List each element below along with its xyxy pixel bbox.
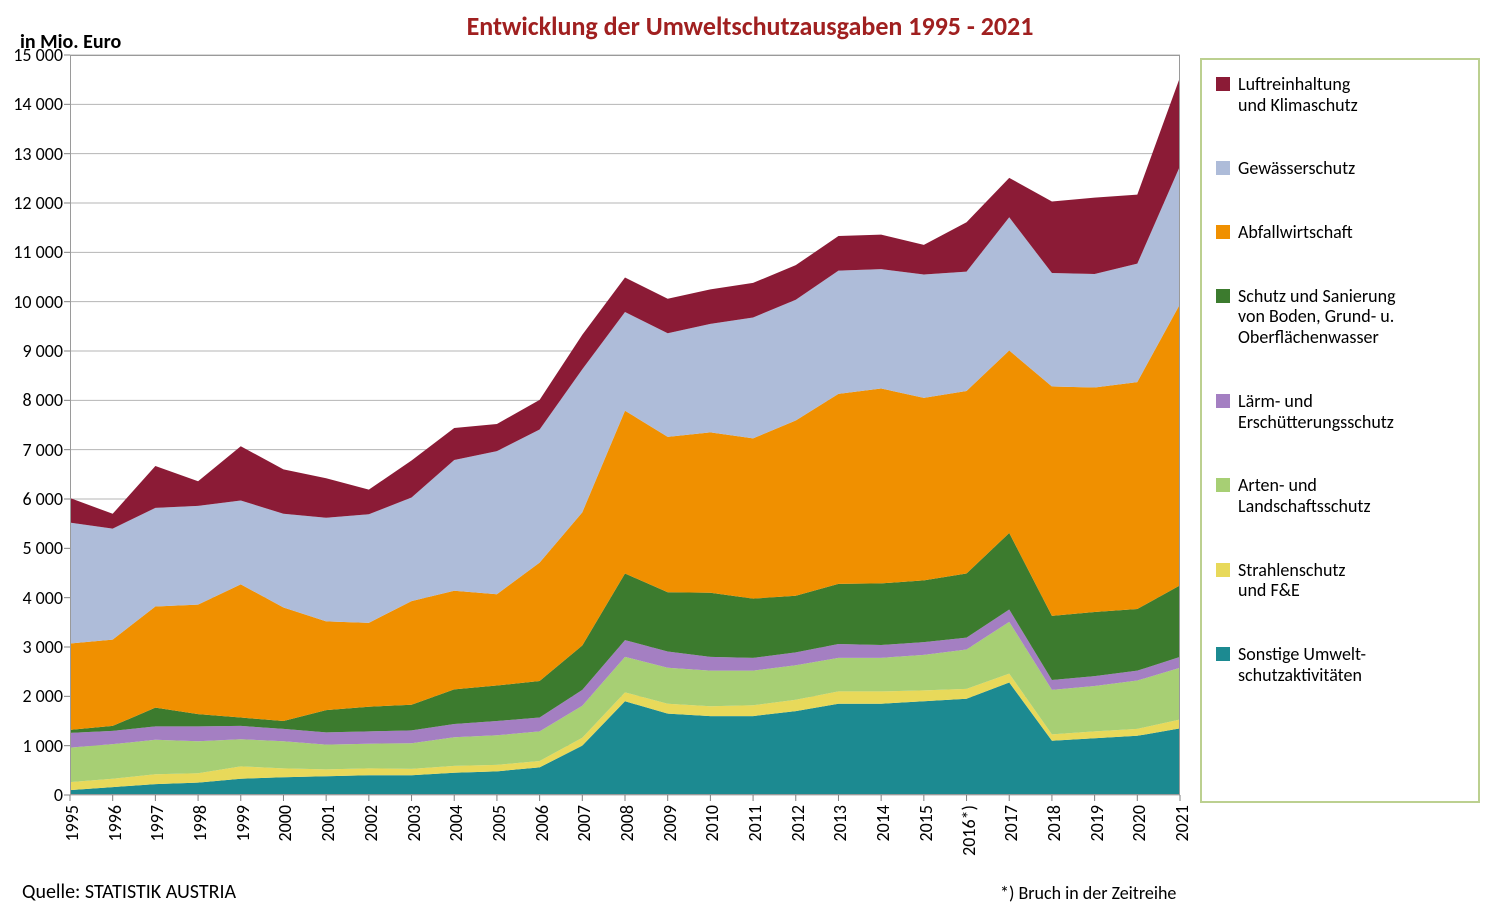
ytick-label: 7 000	[8, 439, 63, 461]
ytick-label: 4 000	[8, 587, 63, 609]
legend-swatch	[1216, 394, 1230, 408]
ytick-label: 15 000	[8, 44, 63, 66]
legend-label: Abfallwirtschaft	[1238, 222, 1353, 243]
chart-plot-area	[70, 55, 1180, 795]
legend-label: Arten- undLandschaftsschutz	[1238, 475, 1371, 516]
xtick-label: 2008	[616, 805, 638, 842]
legend-swatch	[1216, 289, 1230, 303]
xtick-label: 1996	[104, 805, 126, 842]
xtick-label: 2020	[1128, 805, 1150, 842]
xtick-label: 2016*)	[958, 805, 980, 856]
ytick-label: 8 000	[8, 389, 63, 411]
legend-label: Schutz und Sanierungvon Boden, Grund- u.…	[1238, 286, 1396, 348]
ytick-label: 1 000	[8, 735, 63, 757]
legend-swatch	[1216, 647, 1230, 661]
legend-item-gewaesser: Gewässerschutz	[1216, 158, 1464, 179]
ytick-label: 2 000	[8, 685, 63, 707]
xtick-label: 2005	[488, 805, 510, 842]
ytick-label: 14 000	[8, 93, 63, 115]
legend-item-laerm: Lärm- undErschütterungsschutz	[1216, 391, 1464, 432]
footnote-text: *) Bruch in der Zeitreihe	[1000, 882, 1176, 904]
page-root: Entwicklung der Umweltschutzausgaben 199…	[0, 0, 1500, 922]
xtick-label: 2021	[1171, 805, 1193, 842]
ytick-label: 5 000	[8, 537, 63, 559]
legend-item-boden: Schutz und Sanierungvon Boden, Grund- u.…	[1216, 286, 1464, 348]
source-text: Quelle: STATISTIK AUSTRIA	[22, 880, 236, 904]
xtick-label: 2002	[360, 805, 382, 842]
xtick-label: 1998	[189, 805, 211, 842]
stacked-area-svg	[70, 55, 1180, 795]
xtick-label: 1997	[146, 805, 168, 842]
xtick-label: 2017	[1000, 805, 1022, 842]
ytick-label: 3 000	[8, 636, 63, 658]
xtick-label: 2010	[701, 805, 723, 842]
legend-swatch	[1216, 563, 1230, 577]
legend-swatch	[1216, 478, 1230, 492]
xtick-label: 2014	[872, 805, 894, 842]
xtick-label: 2004	[445, 805, 467, 842]
xtick-label: 2007	[573, 805, 595, 842]
xtick-label: 2018	[1043, 805, 1065, 842]
legend-label: Luftreinhaltungund Klimaschutz	[1238, 74, 1358, 115]
xtick-label: 2001	[317, 805, 339, 842]
ytick-label: 9 000	[8, 340, 63, 362]
xtick-label: 2006	[531, 805, 553, 842]
legend-swatch	[1216, 225, 1230, 239]
legend-label: Sonstige Umwelt-schutzaktivitäten	[1238, 644, 1366, 685]
xtick-label: 2013	[829, 805, 851, 842]
legend-item-abfall: Abfallwirtschaft	[1216, 222, 1464, 243]
xtick-label: 1995	[61, 805, 83, 842]
legend-item-sonstige: Sonstige Umwelt-schutzaktivitäten	[1216, 644, 1464, 685]
ytick-label: 13 000	[8, 143, 63, 165]
xtick-label: 2009	[659, 805, 681, 842]
chart-legend: Luftreinhaltungund Klimaschutz Gewässersc…	[1200, 58, 1480, 803]
xtick-label: 2011	[744, 805, 766, 842]
xtick-label: 2000	[274, 805, 296, 842]
legend-label: Strahlenschutzund F&E	[1238, 560, 1346, 601]
ytick-label: 0	[8, 784, 63, 806]
xtick-label: 2019	[1086, 805, 1108, 842]
legend-label: Lärm- undErschütterungsschutz	[1238, 391, 1394, 432]
ytick-label: 11 000	[8, 241, 63, 263]
legend-label: Gewässerschutz	[1238, 158, 1355, 179]
xtick-label: 2003	[403, 805, 425, 842]
xtick-label: 2012	[787, 805, 809, 842]
ytick-label: 6 000	[8, 488, 63, 510]
chart-title: Entwicklung der Umweltschutzausgaben 199…	[0, 10, 1500, 42]
ytick-label: 10 000	[8, 291, 63, 313]
xtick-label: 1999	[232, 805, 254, 842]
legend-item-arten: Arten- undLandschaftsschutz	[1216, 475, 1464, 516]
legend-item-strahlen: Strahlenschutzund F&E	[1216, 560, 1464, 601]
xtick-label: 2015	[915, 805, 937, 842]
legend-item-luft: Luftreinhaltungund Klimaschutz	[1216, 74, 1464, 115]
legend-swatch	[1216, 77, 1230, 91]
legend-swatch	[1216, 161, 1230, 175]
ytick-label: 12 000	[8, 192, 63, 214]
